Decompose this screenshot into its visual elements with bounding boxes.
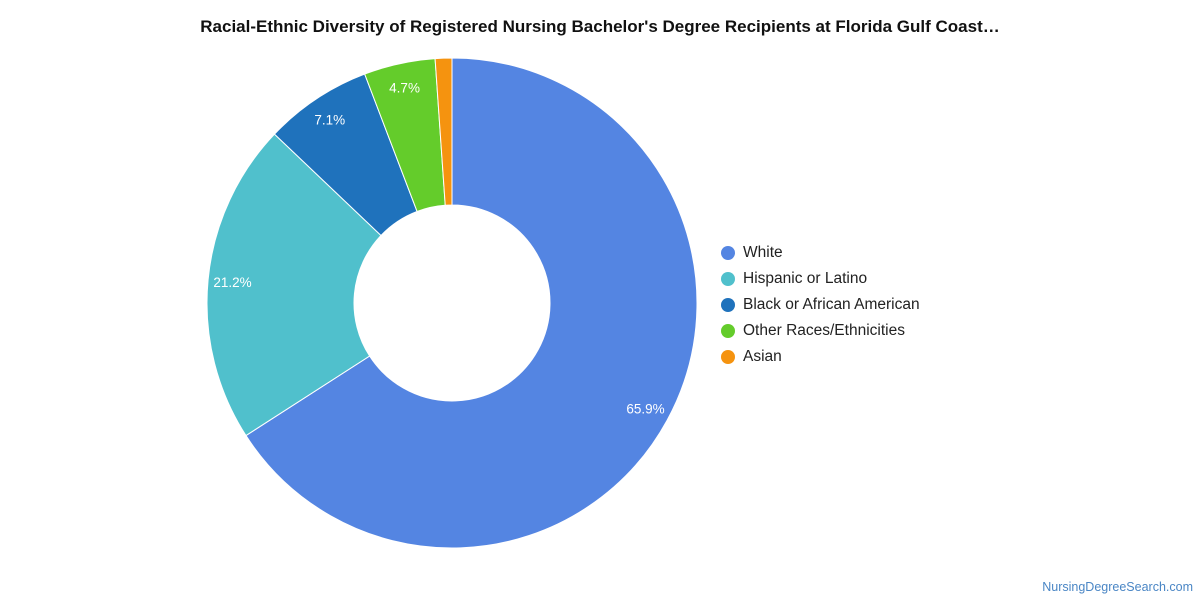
data-label-black-or-african-american: 7.1%	[314, 112, 345, 127]
legend-label: Hispanic or Latino	[743, 270, 868, 287]
legend-swatch	[721, 272, 735, 286]
data-label-white: 65.9%	[626, 402, 664, 417]
slice-asian[interactable]	[434, 57, 453, 206]
source-credit[interactable]: NursingDegreeSearch.com	[1042, 580, 1193, 594]
legend-label: White	[743, 244, 783, 261]
legend-swatch	[721, 324, 735, 338]
legend-item-other-races-ethnicities[interactable]: Other Races/Ethnicities	[721, 318, 920, 344]
legend-label: Other Races/Ethnicities	[743, 322, 905, 339]
legend-label: Asian	[743, 348, 782, 365]
legend-item-asian[interactable]: Asian	[721, 344, 920, 370]
data-label-hispanic-or-latino: 21.2%	[213, 275, 251, 290]
data-label-other-races-ethnicities: 4.7%	[389, 81, 420, 96]
chart-title: Racial-Ethnic Diversity of Registered Nu…	[200, 17, 1000, 36]
legend-item-white[interactable]: White	[721, 240, 920, 266]
chart-legend: White Hispanic or Latino Black or African …	[721, 240, 920, 370]
legend-label: Black or African American	[743, 296, 920, 313]
legend-item-black-or-african-american[interactable]: Black or African American	[721, 292, 920, 318]
legend-swatch	[721, 246, 735, 260]
legend-swatch	[721, 298, 735, 312]
slice-hispanic-or-latino[interactable]	[206, 133, 382, 437]
legend-swatch	[721, 350, 735, 364]
slice-white[interactable]	[245, 57, 698, 549]
legend-item-hispanic-or-latino[interactable]: Hispanic or Latino	[721, 266, 920, 292]
